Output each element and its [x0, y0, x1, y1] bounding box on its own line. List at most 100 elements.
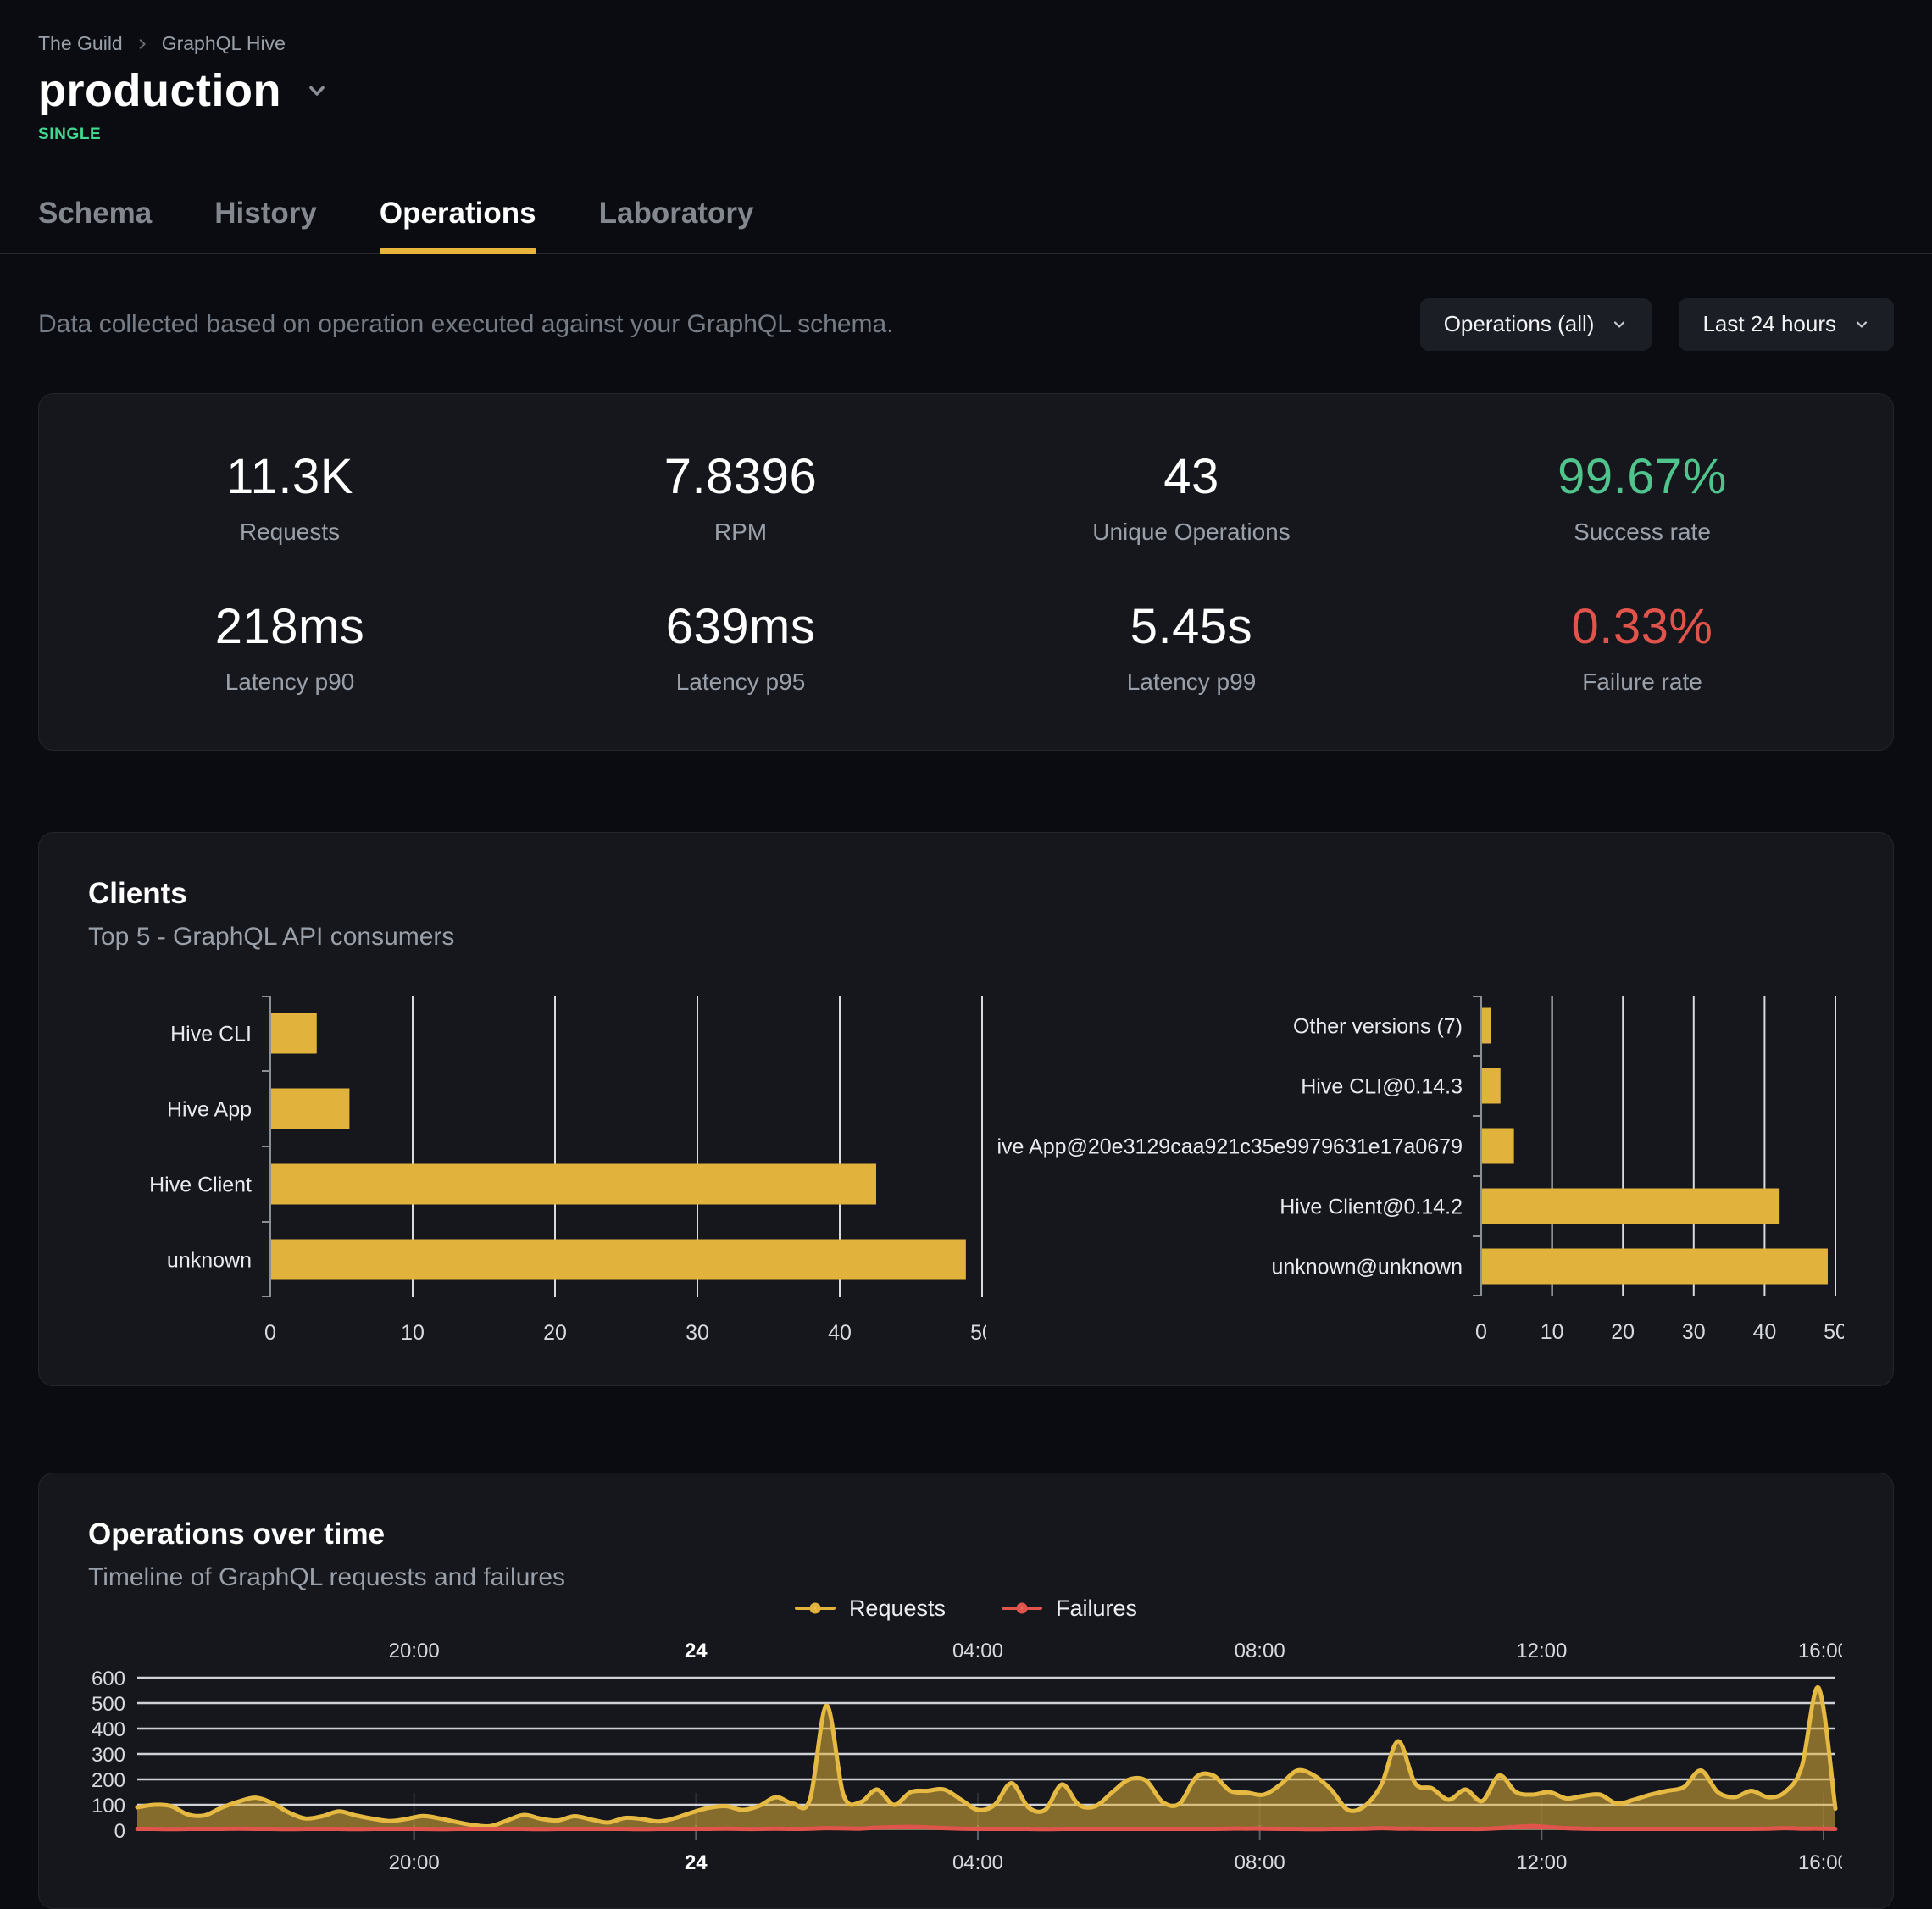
operations-over-time-card: Operations over time Timeline of GraphQL…	[38, 1472, 1894, 1909]
svg-text:40: 40	[828, 1321, 852, 1345]
svg-text:Other versions (7): Other versions (7)	[1293, 1014, 1463, 1038]
chevron-down-icon[interactable]	[305, 79, 329, 103]
svg-text:Hive App: Hive App	[167, 1097, 252, 1121]
stat-label: Success rate	[1574, 518, 1711, 545]
svg-text:20: 20	[543, 1321, 567, 1345]
stat-success-rate: 99.67% Success rate	[1417, 448, 1868, 546]
stat-value: 5.45s	[1130, 598, 1253, 654]
tab-operations[interactable]: Operations	[379, 197, 536, 254]
target-title-row: production	[38, 67, 1894, 115]
operations-filter-label: Operations (all)	[1443, 311, 1595, 337]
operations-card-subtitle: Timeline of GraphQL requests and failure…	[88, 1562, 566, 1591]
stat-unique-operations: 43 Unique Operations	[966, 448, 1417, 546]
svg-text:0: 0	[114, 1820, 125, 1843]
clients-card-title: Clients	[88, 876, 187, 910]
stat-value: 0.33%	[1571, 598, 1713, 654]
svg-text:200: 200	[92, 1769, 125, 1792]
stats-summary-card: 11.3K Requests 7.8396 RPM 43 Unique Oper…	[38, 392, 1894, 751]
breadcrumb: The Guild GraphQL Hive	[38, 32, 1894, 55]
svg-text:24: 24	[685, 1640, 708, 1662]
requests-series-marker-icon	[794, 1598, 836, 1618]
stat-value: 7.8396	[663, 448, 818, 504]
svg-text:Hive Client@0.14.2: Hive Client@0.14.2	[1280, 1195, 1463, 1218]
svg-text:unknown: unknown	[167, 1248, 252, 1272]
legend-failures: Failures	[1002, 1595, 1137, 1622]
stat-value: 218ms	[214, 598, 365, 654]
stat-label: RPM	[713, 518, 768, 545]
svg-text:24: 24	[685, 1851, 708, 1874]
description-text: Data collected based on operation execut…	[38, 309, 894, 338]
svg-text:300: 300	[92, 1744, 125, 1767]
tab-bar: Schema History Operations Laboratory	[0, 197, 1932, 254]
svg-text:Hive CLI@0.14.3: Hive CLI@0.14.3	[1301, 1074, 1463, 1098]
svg-text:500: 500	[92, 1693, 125, 1716]
chevron-down-icon	[1614, 321, 1625, 328]
chevron-right-icon	[139, 38, 146, 49]
svg-text:Hive CLI: Hive CLI	[170, 1022, 252, 1046]
stat-requests: 11.3K Requests	[64, 448, 515, 546]
breadcrumb-project[interactable]: GraphQL Hive	[161, 32, 286, 54]
stat-latency-p99: 5.45s Latency p99	[966, 598, 1417, 696]
svg-text:40: 40	[1752, 1320, 1776, 1344]
stat-value: 639ms	[665, 598, 816, 654]
clients-charts-row: Hive CLI Hive App Hive Client unknown 0 10 20 3…	[88, 995, 1844, 1351]
stat-label: Latency p95	[675, 668, 806, 695]
svg-text:08:00: 08:00	[1235, 1851, 1285, 1874]
stat-value: 11.3K	[226, 448, 353, 504]
target-type-badge: SINGLE	[38, 125, 102, 143]
svg-text:20:00: 20:00	[389, 1640, 440, 1662]
svg-text:10: 10	[401, 1321, 425, 1345]
svg-text:Hive Client: Hive Client	[149, 1173, 252, 1196]
svg-text:04:00: 04:00	[952, 1640, 1003, 1662]
chart-legend: Requests Failures	[88, 1595, 1844, 1622]
operations-card-title: Operations over time	[88, 1517, 386, 1551]
clients-by-version-bar-chart: Other versions (7) Hive CLI@0.14.3 Hive Ap…	[997, 995, 1844, 1344]
svg-text:08:00: 08:00	[1235, 1640, 1285, 1662]
svg-text:400: 400	[92, 1718, 125, 1741]
page-header: The Guild GraphQL Hive production SINGLE…	[0, 32, 1932, 254]
stat-label: Latency p90	[225, 668, 355, 695]
breadcrumb-org[interactable]: The Guild	[38, 32, 123, 54]
clients-card-subtitle: Top 5 - GraphQL API consumers	[88, 922, 455, 951]
svg-text:16:00: 16:00	[1798, 1851, 1842, 1874]
svg-text:Hive App@20e3129caa921c35e9979: Hive App@20e3129caa921c35e9979631e17a067…	[997, 1135, 1463, 1158]
svg-text:16:00: 16:00	[1798, 1640, 1842, 1662]
stat-failure-rate: 0.33% Failure rate	[1417, 598, 1868, 696]
operations-filter-dropdown[interactable]: Operations (all)	[1419, 297, 1652, 351]
operations-content: Data collected based on operation execut…	[38, 297, 1894, 1909]
svg-text:unknown@unknown: unknown@unknown	[1271, 1255, 1463, 1279]
stat-label: Requests	[239, 518, 341, 545]
svg-text:12:00: 12:00	[1516, 1851, 1567, 1874]
svg-text:10: 10	[1541, 1320, 1564, 1344]
stat-value: 99.67%	[1557, 448, 1727, 504]
time-range-dropdown[interactable]: Last 24 hours	[1679, 297, 1894, 351]
clients-by-name-bar-chart: Hive CLI Hive App Hive Client unknown 0 10 20 3…	[149, 995, 986, 1345]
svg-text:100: 100	[92, 1795, 125, 1817]
svg-text:12:00: 12:00	[1516, 1640, 1567, 1662]
chevron-down-icon	[1856, 321, 1868, 328]
tab-schema[interactable]: Schema	[38, 196, 153, 230]
svg-text:20:00: 20:00	[389, 1851, 440, 1874]
legend-requests-label: Requests	[848, 1595, 947, 1621]
stat-latency-p90: 218ms Latency p90	[64, 598, 515, 696]
svg-text:0: 0	[264, 1321, 276, 1345]
legend-failures-label: Failures	[1056, 1595, 1138, 1621]
tab-laboratory[interactable]: Laboratory	[598, 196, 754, 230]
svg-text:20: 20	[1611, 1320, 1635, 1344]
stat-label: Latency p99	[1126, 668, 1257, 695]
clients-card: Clients Top 5 - GraphQL API consumers Hi…	[38, 831, 1894, 1386]
tab-history[interactable]: History	[214, 196, 317, 230]
time-range-label: Last 24 hours	[1702, 311, 1836, 337]
stat-label: Unique Operations	[1092, 518, 1291, 545]
svg-text:04:00: 04:00	[952, 1851, 1003, 1874]
stat-label: Failure rate	[1582, 668, 1702, 695]
stat-latency-p95: 639ms Latency p95	[515, 598, 966, 696]
svg-text:50: 50	[1824, 1320, 1844, 1344]
failures-series-marker-icon	[1002, 1598, 1043, 1618]
stat-rpm: 7.8396 RPM	[515, 448, 966, 546]
svg-text:0: 0	[1475, 1320, 1487, 1344]
toolbar: Data collected based on operation execut…	[38, 297, 1894, 351]
svg-text:50: 50	[970, 1321, 986, 1345]
